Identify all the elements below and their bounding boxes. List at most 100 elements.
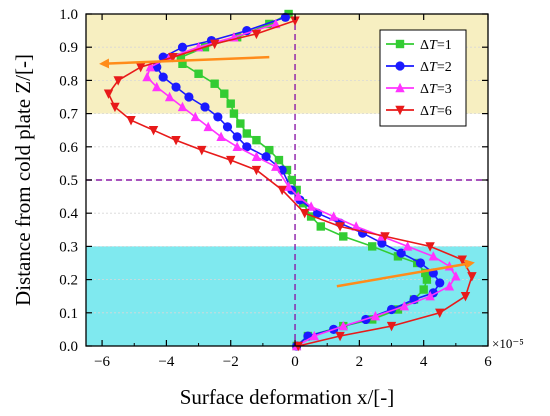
data-point (421, 268, 430, 278)
data-point (210, 79, 219, 88)
data-point (176, 52, 186, 62)
data-point (177, 42, 188, 52)
trend-arrow-0 (99, 55, 270, 69)
data-point (377, 238, 387, 248)
data-point (251, 29, 262, 40)
data-point (242, 142, 252, 152)
data-point (370, 310, 381, 321)
data-point (126, 116, 136, 126)
y-tick-label: 0.1 (59, 306, 78, 322)
legend-marker-3 (395, 105, 405, 116)
legend-label-0: ΔT=1 (420, 38, 452, 53)
data-point (299, 209, 310, 219)
data-point (316, 222, 325, 231)
data-point (335, 331, 345, 342)
x-tick-label: 6 (484, 354, 492, 370)
data-point (142, 71, 152, 82)
data-point (425, 242, 435, 252)
y-axis-title: Distance from cold plate Z/[-] (11, 54, 35, 306)
data-point (306, 201, 316, 211)
data-point (135, 62, 146, 73)
data-point (261, 152, 271, 162)
x-tick-label: −2 (223, 354, 239, 370)
data-point (252, 135, 261, 145)
x-tick-label: 2 (356, 354, 364, 370)
data-point (277, 185, 287, 196)
data-point (460, 292, 471, 302)
data-point (338, 320, 348, 331)
data-point (435, 278, 445, 288)
data-point (190, 111, 201, 122)
data-point (309, 330, 320, 341)
data-point (380, 232, 390, 242)
data-point (386, 321, 397, 332)
data-point (178, 59, 187, 68)
data-point (171, 135, 181, 146)
data-point (113, 76, 123, 86)
data-point (110, 102, 120, 113)
data-point (216, 131, 226, 142)
data-point (351, 221, 361, 231)
data-point (402, 241, 413, 251)
data-point (184, 92, 194, 102)
data-point (282, 165, 292, 175)
data-point (419, 285, 428, 294)
data-point (164, 91, 175, 102)
data-point (148, 126, 159, 136)
y-tick-label: 0.7 (59, 107, 78, 123)
data-point (251, 151, 262, 161)
data-point (425, 291, 435, 301)
x-axis-exponent: ×10⁻⁵ (492, 336, 524, 351)
data-point (422, 275, 432, 284)
data-point (287, 175, 297, 185)
y-tick-label: 0.8 (59, 73, 78, 89)
y-tick-label: 0.3 (59, 239, 78, 255)
data-point (200, 102, 210, 112)
data-point (229, 109, 239, 118)
data-point (265, 19, 274, 29)
data-point (328, 211, 339, 221)
data-point (290, 16, 300, 26)
trend-arrows (99, 55, 475, 288)
data-point (274, 155, 284, 165)
y-tick-label: 0.9 (59, 40, 78, 56)
data-point (396, 248, 406, 258)
data-point (232, 33, 242, 42)
axis-ticks: −6 −4 −2 0 2 4 6 0.0 0.1 0.2 0.3 0.4 0.5 0.6 0.7 0.8 0.9… (59, 7, 492, 370)
data-point (293, 191, 303, 201)
data-point (171, 82, 181, 92)
y-tick-label: 0.5 (59, 173, 78, 189)
data-point (242, 129, 251, 138)
data-point (209, 39, 220, 50)
data-point (145, 61, 156, 72)
data-point (451, 271, 461, 281)
data-point (197, 145, 207, 156)
data-point (213, 112, 223, 122)
legend: ΔT=1 ΔT=2 ΔT=3 ΔT=6 (379, 29, 467, 127)
data-point (271, 161, 281, 171)
data-point (306, 212, 316, 221)
data-point (194, 69, 203, 78)
data-point (368, 242, 377, 251)
data-point (203, 121, 213, 132)
x-tick-label: −6 (94, 354, 110, 370)
x-tick-label: 4 (420, 354, 428, 370)
data-point (339, 232, 348, 241)
data-point (457, 255, 467, 265)
legend-label-1: ΔT=2 (420, 60, 452, 75)
y-tick-label: 0.4 (59, 206, 78, 222)
data-point (280, 12, 290, 22)
data-point (168, 52, 178, 63)
data-point (220, 89, 229, 98)
data-point (251, 165, 262, 176)
data-point (335, 222, 345, 232)
data-point (435, 308, 445, 318)
data-point (393, 305, 403, 314)
data-point (152, 81, 162, 92)
legend-marker-2 (395, 82, 405, 93)
legend-marker-1 (395, 61, 405, 71)
y-tick-label: 0.6 (59, 140, 78, 156)
data-point (226, 155, 236, 166)
legend-label-3: ΔT=6 (420, 104, 452, 119)
